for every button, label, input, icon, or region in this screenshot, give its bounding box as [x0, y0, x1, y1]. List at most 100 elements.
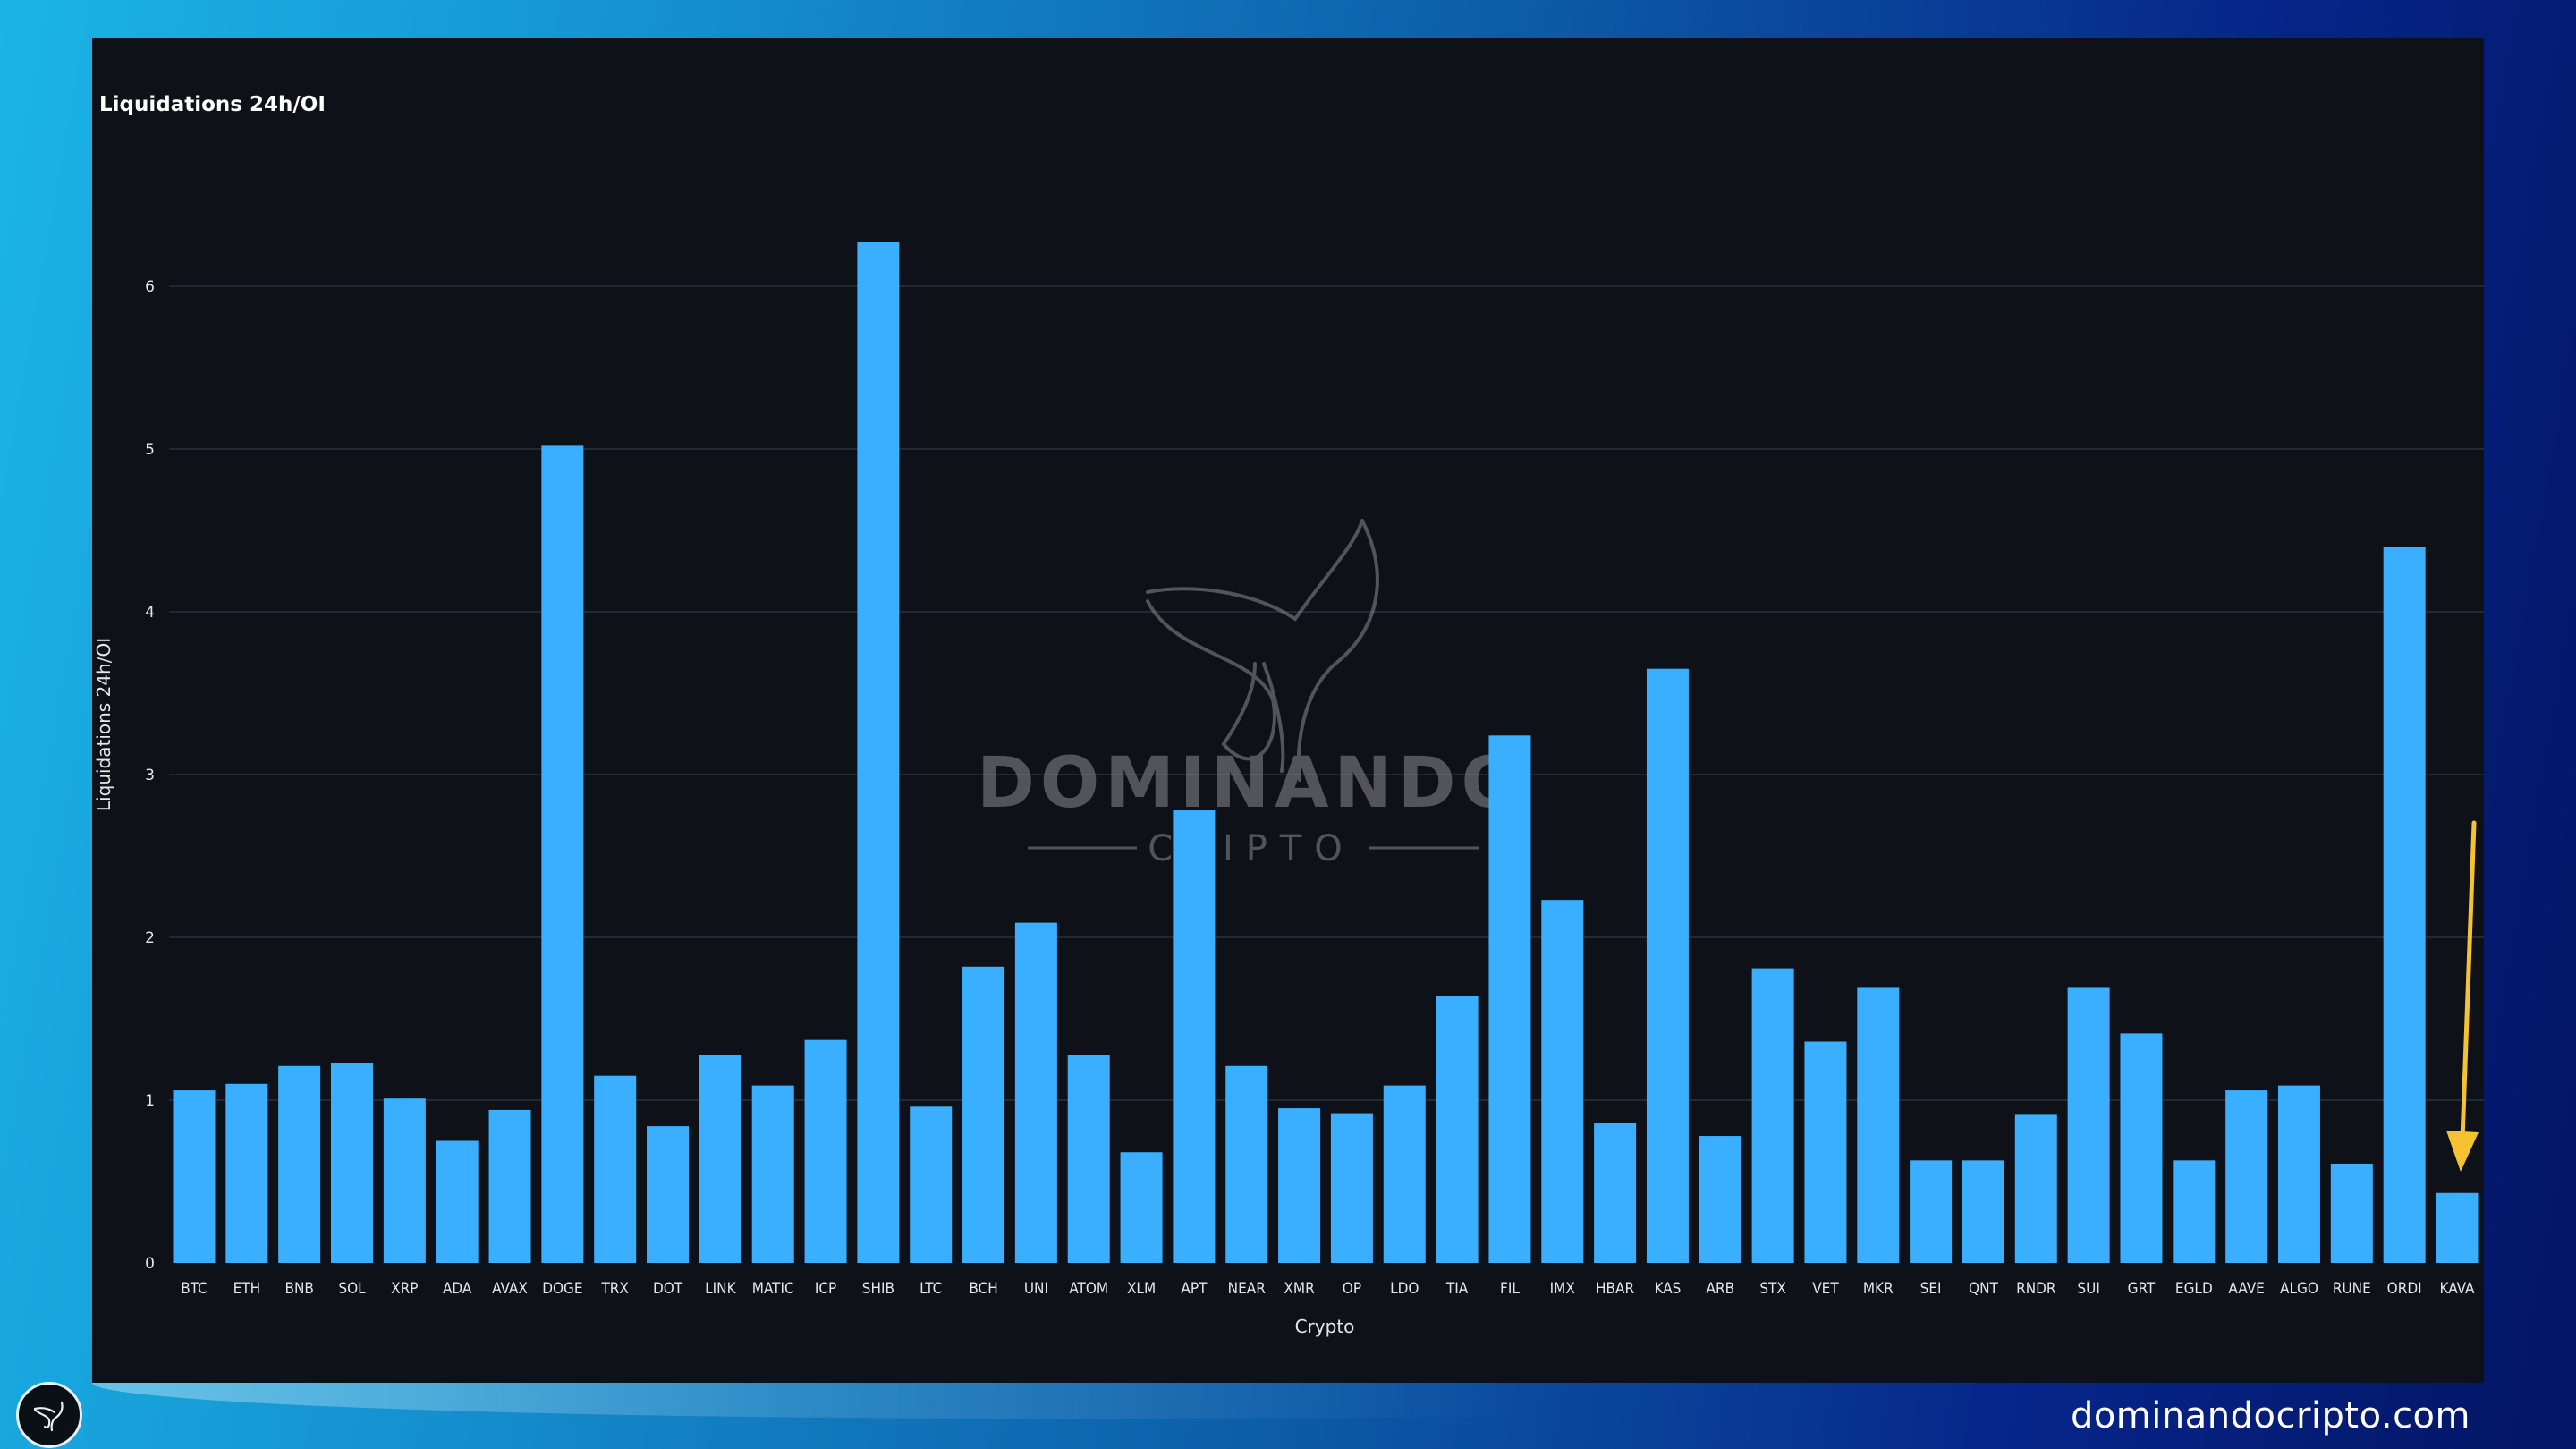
bar-apt[interactable]	[1173, 810, 1216, 1263]
bar-op[interactable]	[1330, 1113, 1373, 1263]
bar-rune[interactable]	[2330, 1163, 2373, 1263]
x-tick-label: ATOM	[1069, 1280, 1108, 1298]
bar-link[interactable]	[699, 1055, 741, 1263]
watermark-whale-tail-icon	[1146, 519, 1379, 782]
x-tick-label: DOT	[653, 1280, 683, 1298]
bar-ordi[interactable]	[2383, 547, 2426, 1263]
x-tick-label: ALGO	[2280, 1280, 2318, 1298]
x-tick-label: APT	[1181, 1280, 1208, 1298]
x-tick-label: BCH	[969, 1280, 997, 1298]
bar-sui[interactable]	[2067, 987, 2110, 1263]
x-tick-label: ICP	[815, 1280, 836, 1298]
y-tick-label: 4	[145, 604, 155, 622]
bar-rndr[interactable]	[2014, 1114, 2057, 1263]
x-tick-label: TIA	[1445, 1280, 1469, 1298]
bar-shib[interactable]	[857, 242, 900, 1263]
x-tick-label: MKR	[1863, 1280, 1894, 1298]
x-tick-label: BTC	[181, 1280, 208, 1298]
x-tick-label: RNDR	[2016, 1280, 2056, 1298]
x-tick-label: MATIC	[752, 1280, 794, 1298]
x-tick-label: SEI	[1920, 1280, 1942, 1298]
bar-avax[interactable]	[488, 1109, 531, 1263]
corner-logo	[16, 1382, 82, 1448]
x-tick-label: ARB	[1706, 1280, 1734, 1298]
x-tick-label: KAVA	[2440, 1280, 2475, 1298]
x-tick-label: STX	[1759, 1280, 1786, 1298]
bar-egld[interactable]	[2173, 1160, 2216, 1263]
x-tick-label: XRP	[391, 1280, 418, 1298]
y-tick-labels: 0 1 2 3 4 5 6	[145, 278, 155, 1273]
bar-ada[interactable]	[436, 1140, 479, 1264]
x-tick-label: QNT	[1969, 1280, 1998, 1298]
y-tick-label: 5	[145, 441, 155, 459]
bar-hbar[interactable]	[1594, 1123, 1637, 1263]
bar-ltc[interactable]	[910, 1106, 953, 1263]
bar-uni[interactable]	[1014, 922, 1057, 1263]
x-tick-label: AVAX	[492, 1280, 528, 1298]
bar-dot[interactable]	[647, 1126, 690, 1263]
bar-arb[interactable]	[1699, 1136, 1741, 1263]
site-url[interactable]: dominandocripto.com	[2070, 1395, 2470, 1436]
bar-xmr[interactable]	[1278, 1108, 1321, 1263]
x-tick-label: SHIB	[862, 1280, 894, 1298]
bar-chart: Liquidations 24h/OI DOMINANDO CRIPTO BTC…	[93, 93, 2484, 1337]
x-tick-label: VET	[1812, 1280, 1839, 1298]
bar-tia[interactable]	[1436, 996, 1479, 1263]
x-tick-labels: BTC ETH BNB SOL XRP ADA AVAX DOGE TRX DOT LINK MATI…	[181, 1280, 2475, 1298]
watermark: DOMINANDO CRIPTO	[977, 519, 1521, 869]
bar-matic[interactable]	[751, 1085, 794, 1263]
x-tick-label: XLM	[1127, 1280, 1156, 1298]
bar-algo[interactable]	[2277, 1085, 2320, 1263]
x-tick-label: LTC	[919, 1280, 942, 1298]
annotation-arrow	[2446, 820, 2479, 1172]
x-tick-label: LDO	[1390, 1280, 1419, 1298]
x-tick-label: UNI	[1024, 1280, 1048, 1298]
x-tick-label: OP	[1343, 1280, 1361, 1298]
x-tick-label: ADA	[443, 1280, 472, 1298]
bars	[173, 242, 2479, 1264]
x-tick-label: XMR	[1284, 1280, 1315, 1298]
bar-ldo[interactable]	[1383, 1085, 1426, 1263]
bar-stx[interactable]	[1751, 968, 1794, 1263]
bar-imx[interactable]	[1541, 900, 1584, 1263]
x-tick-label: SUI	[2077, 1280, 2099, 1298]
bar-bch[interactable]	[962, 966, 1005, 1263]
x-tick-label: IMX	[1550, 1280, 1575, 1298]
chart-panel: Liquidations 24h/OI DOMINANDO CRIPTO BTC…	[92, 38, 2484, 1383]
bar-eth[interactable]	[225, 1083, 268, 1263]
x-tick-label: SOL	[338, 1280, 366, 1298]
chart-title: Liquidations 24h/OI	[99, 93, 326, 116]
bar-fil[interactable]	[1488, 735, 1531, 1263]
bar-xlm[interactable]	[1120, 1152, 1163, 1263]
bar-vet[interactable]	[1804, 1041, 1847, 1263]
bar-trx[interactable]	[594, 1075, 637, 1263]
bar-bnb[interactable]	[278, 1065, 321, 1263]
x-tick-label: HBAR	[1596, 1280, 1634, 1298]
x-tick-label: AAVE	[2228, 1280, 2264, 1298]
bar-kava[interactable]	[2436, 1192, 2479, 1263]
bar-sol[interactable]	[331, 1063, 374, 1263]
bar-kas[interactable]	[1646, 668, 1689, 1263]
y-tick-label: 1	[145, 1092, 155, 1110]
bar-atom[interactable]	[1067, 1055, 1110, 1263]
bar-btc[interactable]	[173, 1090, 216, 1263]
bar-icp[interactable]	[804, 1039, 847, 1263]
x-tick-label: LINK	[705, 1280, 736, 1298]
x-tick-label: NEAR	[1228, 1280, 1267, 1298]
bar-grt[interactable]	[2120, 1033, 2163, 1263]
bar-sei[interactable]	[1910, 1160, 1953, 1263]
bar-xrp[interactable]	[383, 1098, 426, 1263]
bar-mkr[interactable]	[1857, 987, 1900, 1263]
y-tick-label: 2	[145, 929, 155, 947]
bar-near[interactable]	[1225, 1065, 1268, 1263]
y-axis-label: Liquidations 24h/OI	[93, 638, 114, 811]
whale-tail-icon	[33, 1401, 64, 1432]
x-tick-label: FIL	[1500, 1280, 1520, 1298]
bar-aave[interactable]	[2225, 1090, 2268, 1263]
bar-qnt[interactable]	[1962, 1160, 2004, 1263]
x-tick-label: RUNE	[2333, 1280, 2371, 1298]
gridlines	[169, 285, 2484, 1101]
bar-doge[interactable]	[541, 445, 584, 1263]
x-tick-label: ETH	[233, 1280, 261, 1298]
x-tick-label: BNB	[284, 1280, 313, 1298]
